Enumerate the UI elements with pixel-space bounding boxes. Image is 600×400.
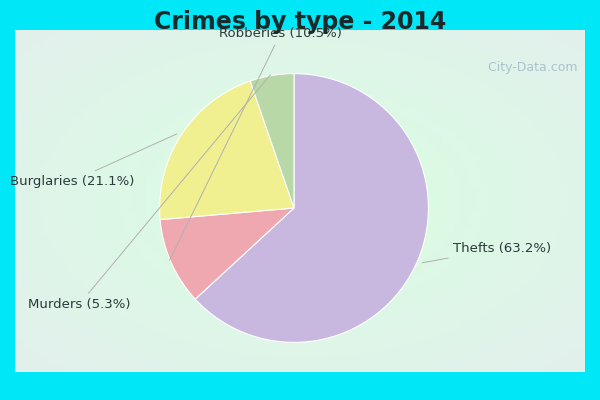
Wedge shape — [250, 74, 294, 208]
Wedge shape — [160, 81, 294, 220]
Text: Burglaries (21.1%): Burglaries (21.1%) — [10, 134, 177, 188]
Text: Murders (5.3%): Murders (5.3%) — [28, 75, 271, 311]
Wedge shape — [160, 208, 294, 299]
Text: Thefts (63.2%): Thefts (63.2%) — [422, 242, 551, 263]
Text: Crimes by type - 2014: Crimes by type - 2014 — [154, 10, 446, 34]
Text: Robberies (10.5%): Robberies (10.5%) — [170, 27, 342, 260]
Text: City-Data.com: City-Data.com — [480, 62, 577, 74]
Wedge shape — [195, 74, 428, 342]
